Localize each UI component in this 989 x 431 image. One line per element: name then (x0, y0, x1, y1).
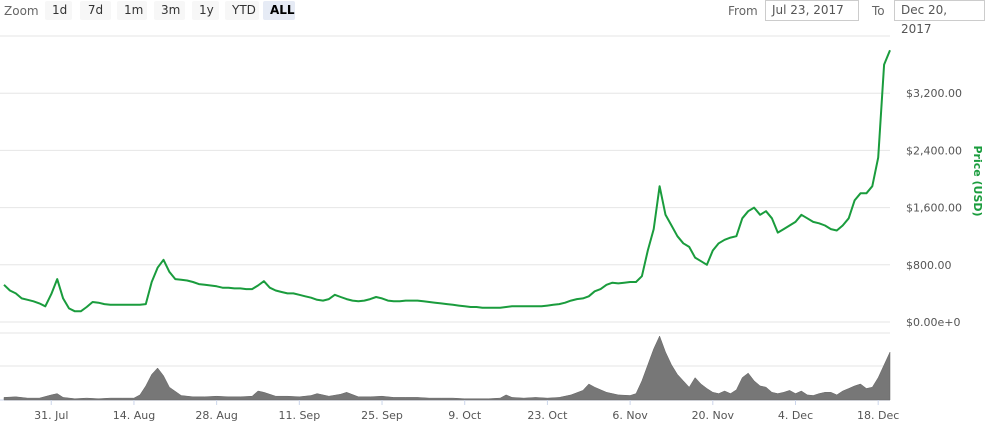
zoom-1y-button[interactable]: 1y (192, 1, 219, 20)
y-tick-label: $2,400.00 (906, 144, 962, 157)
x-tick-label: 20. Nov (692, 409, 735, 422)
zoom-3m-button[interactable]: 3m (154, 1, 185, 20)
volume-panel (3, 335, 891, 401)
y-tick-label: $800.00 (906, 259, 952, 272)
volume-area (3, 335, 891, 401)
zoom-7d-button[interactable]: 7d (80, 1, 111, 20)
x-tick-label: 9. Oct (448, 409, 482, 422)
y-axis-ticks: $0.00e+0 $800.00 $1,600.00 $2,400.00 $3,200.… (906, 87, 962, 329)
x-tick-label: 31. Jul (34, 409, 68, 422)
x-tick-label: 18. Dec (857, 409, 899, 422)
x-axis-ticks: 31. Jul 14. Aug 28. Aug 11. Sep 25. Sep 9. Oc… (34, 400, 899, 422)
zoom-ytd-button[interactable]: YTD (225, 1, 259, 20)
zoom-1d-button[interactable]: 1d (45, 1, 72, 20)
x-tick-label: 4. Dec (778, 409, 813, 422)
zoom-label: Zoom (4, 4, 39, 18)
y-tick-label: $0.00e+0 (906, 316, 960, 329)
to-date-input[interactable]: Dec 20, 2017 (894, 0, 985, 36)
y-tick-label: $3,200.00 (906, 87, 962, 100)
from-date-input[interactable]: Jul 23, 2017 (765, 0, 859, 21)
y-axis-label: Price (USD) (971, 145, 984, 216)
from-label: From (728, 4, 758, 18)
zoom-all-button[interactable]: ALL (263, 1, 295, 20)
y-tick-label: $1,600.00 (906, 202, 962, 215)
x-tick-label: 14. Aug (113, 409, 155, 422)
x-tick-label: 11. Sep (278, 409, 320, 422)
range-toolbar: Zoom 1d 7d 1m 3m 1y YTD ALL From Jul 23,… (0, 0, 989, 36)
x-tick-label: 25. Sep (361, 409, 403, 422)
to-label: To (872, 4, 885, 18)
grid-lines (0, 35, 890, 401)
x-tick-label: 6. Nov (612, 409, 648, 422)
price-series (3, 49, 891, 313)
price-line (3, 49, 891, 313)
x-tick-label: 28. Aug (195, 409, 237, 422)
x-tick-label: 23. Oct (527, 409, 568, 422)
zoom-1m-button[interactable]: 1m (117, 1, 147, 20)
